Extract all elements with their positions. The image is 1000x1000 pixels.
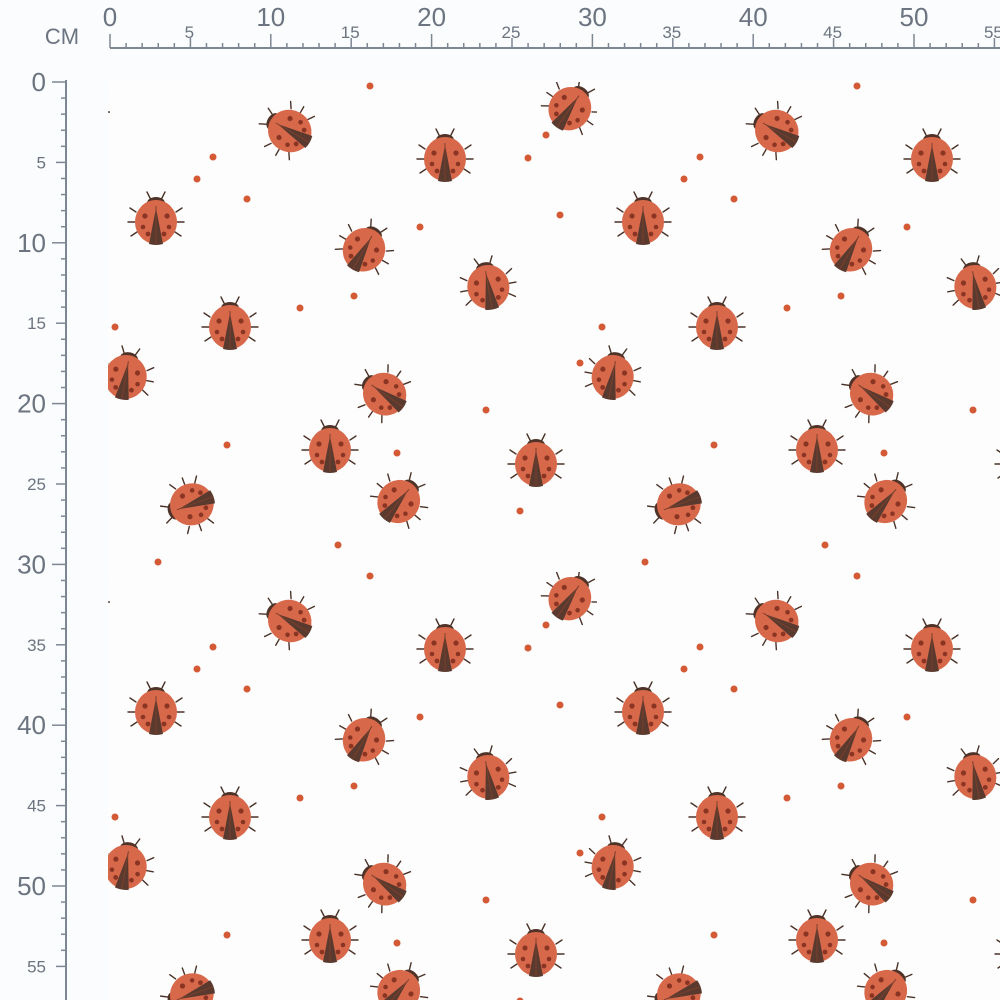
top-ruler-label: 0: [103, 2, 117, 32]
ladybug-print: [108, 80, 1000, 1000]
left-ruler-label: 35: [27, 636, 46, 655]
left-ruler-label: 50: [17, 871, 46, 901]
top-ruler-label: 20: [417, 2, 446, 32]
left-ruler-label: 20: [17, 389, 46, 419]
unit-label: CM: [45, 24, 79, 49]
left-ruler-label: 40: [17, 710, 46, 740]
top-ruler-label: 35: [662, 23, 681, 42]
top-ruler-label: 30: [578, 2, 607, 32]
top-ruler-label: 5: [185, 23, 194, 42]
top-ruler-label: 45: [823, 23, 842, 42]
left-ruler-label: 30: [17, 549, 46, 579]
top-ruler-label: 40: [739, 2, 768, 32]
left-ruler-label: 10: [17, 228, 46, 258]
top-ruler-label: 10: [256, 2, 285, 32]
left-ruler-label: 0: [32, 67, 46, 97]
left-ruler-label: 55: [27, 957, 46, 976]
top-ruler-label: 55: [984, 23, 1000, 42]
top-ruler-label: 15: [341, 23, 360, 42]
top-ruler-label: 25: [502, 23, 521, 42]
left-ruler-label: 25: [27, 475, 46, 494]
rulers: CM 0 5 10 15 20 25 30 35 40 45 50 55 0 5 10 15 20 25 30 35 4…: [17, 2, 1000, 1000]
left-ruler-label: 15: [27, 314, 46, 333]
left-ruler-label: 45: [27, 797, 46, 816]
left-ruler-label: 5: [37, 153, 46, 172]
top-ruler-label: 50: [900, 2, 929, 32]
